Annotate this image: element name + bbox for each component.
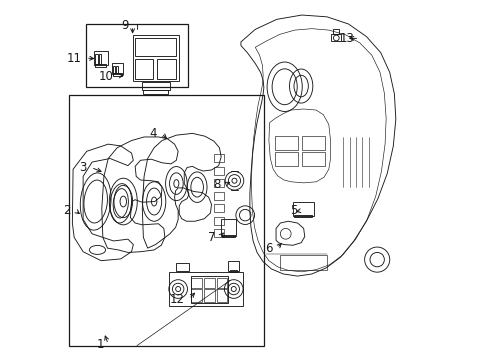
Bar — [142, 82, 170, 90]
Bar — [176, 263, 188, 271]
Bar — [230, 270, 237, 272]
Text: 1: 1 — [96, 338, 104, 351]
Bar — [203, 289, 214, 302]
Bar — [190, 276, 228, 303]
Bar — [132, 35, 179, 81]
Bar — [99, 54, 101, 64]
Bar — [214, 229, 224, 237]
Bar — [95, 64, 106, 67]
Bar — [86, 24, 188, 87]
Bar — [330, 34, 341, 41]
Bar — [191, 289, 202, 302]
Text: 12: 12 — [169, 293, 184, 306]
Bar — [292, 202, 313, 216]
Text: 13: 13 — [339, 32, 354, 45]
Bar — [214, 204, 224, 212]
Bar — [222, 234, 235, 237]
Bar — [216, 289, 227, 302]
Bar — [214, 154, 224, 162]
Bar — [228, 261, 239, 271]
Bar — [301, 152, 325, 166]
Text: 3: 3 — [79, 161, 86, 174]
Bar — [214, 192, 224, 200]
Bar — [333, 29, 339, 34]
Bar — [113, 73, 122, 76]
Text: 2: 2 — [63, 204, 71, 217]
Bar — [293, 215, 311, 217]
Bar — [94, 51, 107, 65]
Bar — [116, 66, 118, 73]
Bar — [157, 59, 176, 78]
Bar — [214, 167, 224, 175]
Bar — [203, 278, 214, 288]
Text: 9: 9 — [121, 19, 128, 32]
Bar — [135, 39, 176, 56]
Bar — [301, 136, 325, 149]
Bar — [112, 63, 123, 74]
Bar — [135, 59, 153, 78]
Text: 8: 8 — [213, 178, 220, 191]
Text: 10: 10 — [99, 69, 114, 82]
Bar — [95, 54, 98, 64]
Bar — [143, 90, 168, 94]
Bar — [280, 255, 326, 270]
Text: 7: 7 — [207, 231, 215, 244]
Bar — [274, 152, 297, 166]
Text: 5: 5 — [289, 204, 297, 217]
Bar — [274, 136, 297, 149]
Bar — [69, 95, 264, 346]
Bar — [191, 278, 202, 288]
Bar — [216, 278, 227, 288]
Bar — [214, 217, 224, 225]
Bar — [221, 220, 236, 235]
Bar — [169, 272, 242, 306]
Text: 6: 6 — [264, 242, 272, 255]
Bar — [214, 179, 224, 187]
Text: 11: 11 — [66, 51, 81, 64]
Bar — [113, 66, 115, 73]
Text: 4: 4 — [149, 127, 157, 140]
